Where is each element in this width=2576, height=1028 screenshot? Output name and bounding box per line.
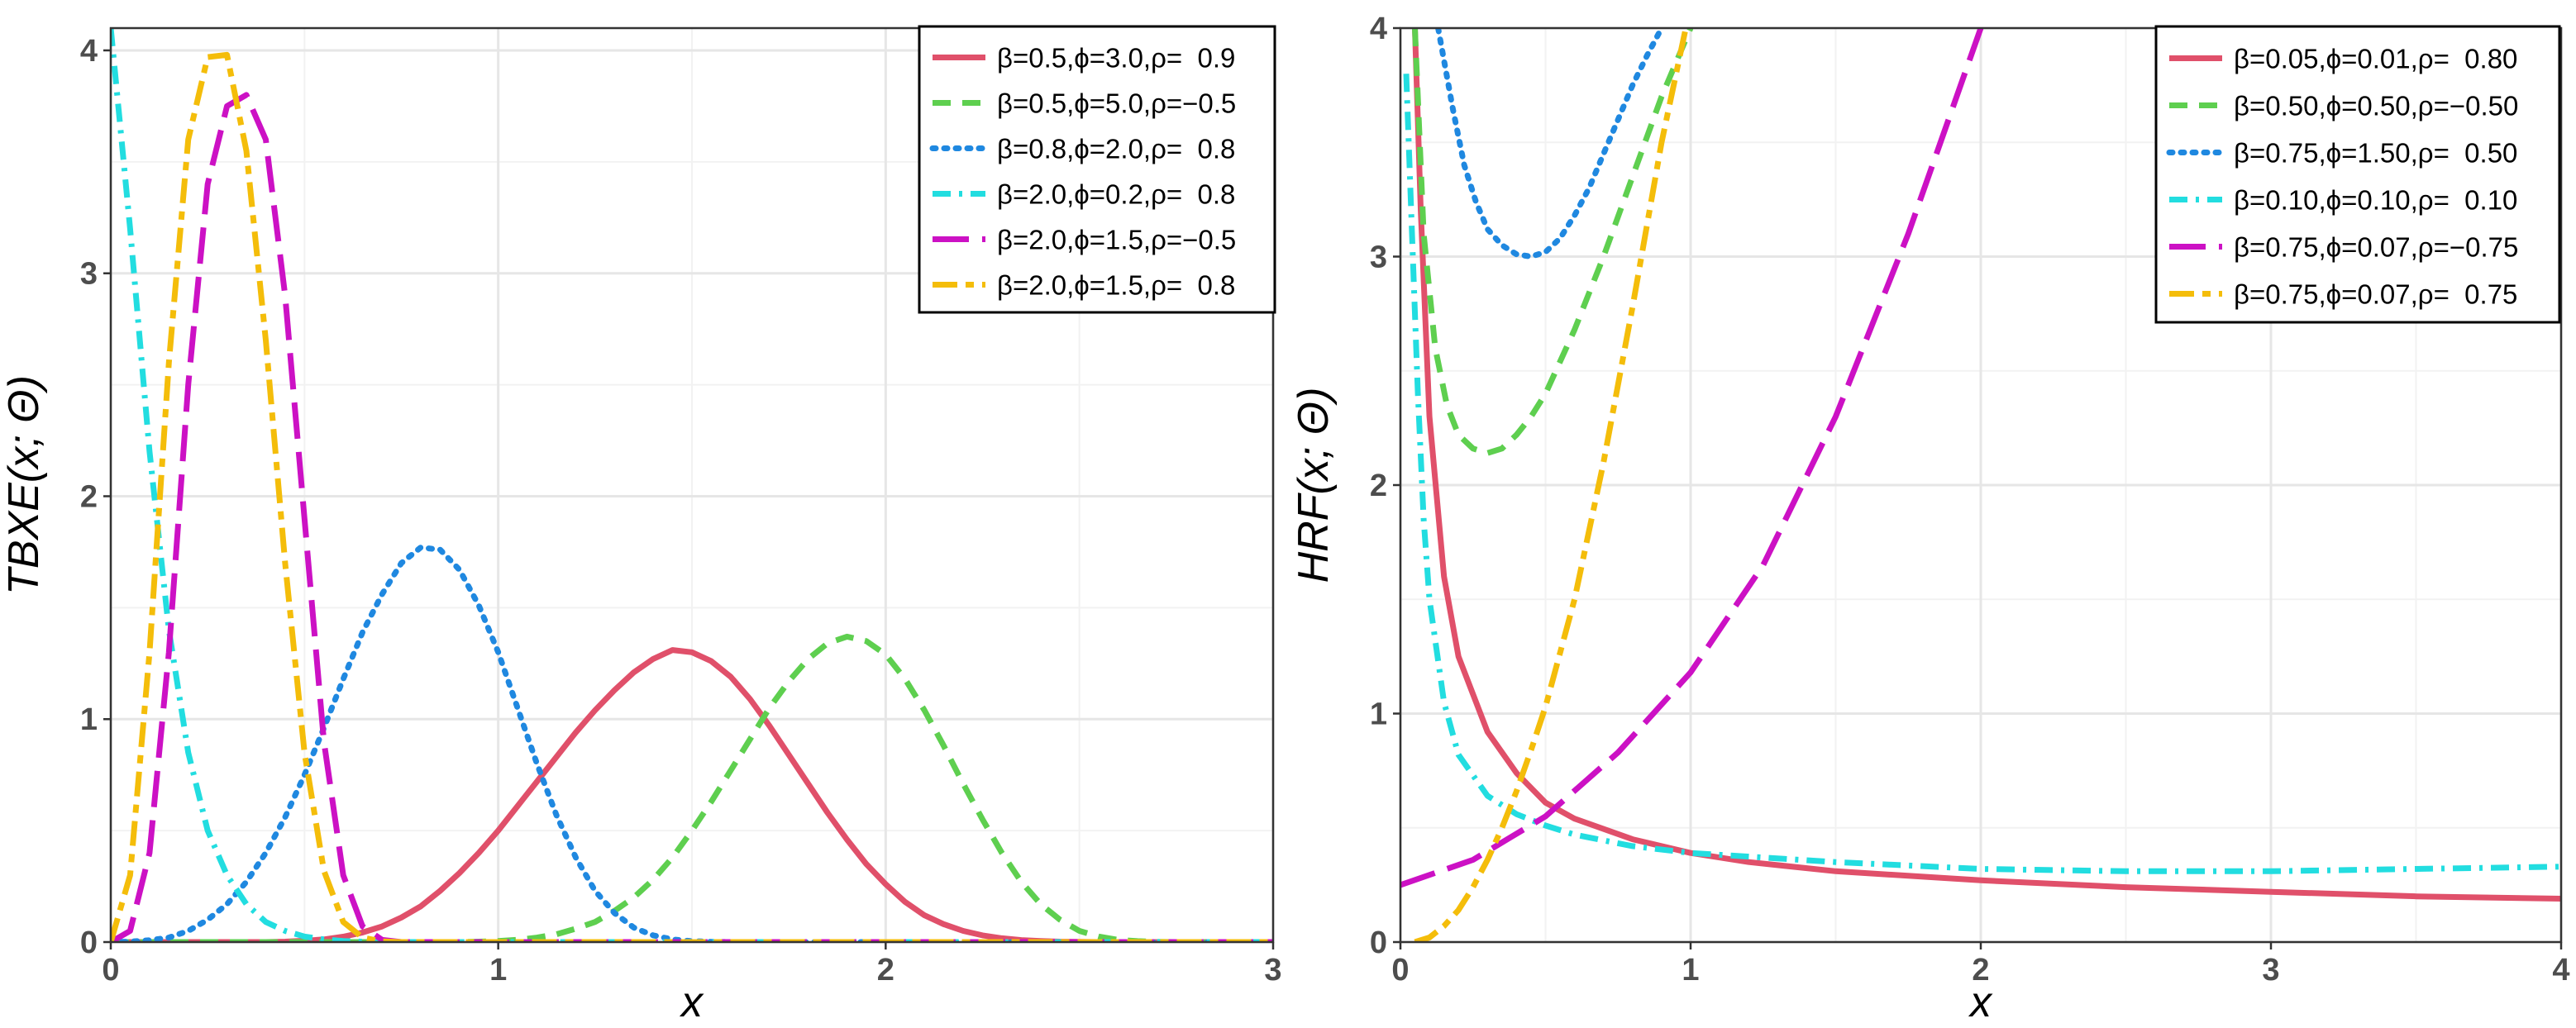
chart-0-legend-label-3: β=2.0,ϕ=0.2,ρ= 0.8 — [997, 179, 1235, 210]
chart-0-series-line-3 — [111, 28, 1273, 942]
chart-1-legend-label-0: β=0.05,ϕ=0.01,ρ= 0.80 — [2234, 44, 2517, 74]
chart-0-x-tick-label: 0 — [102, 953, 119, 988]
chart-1-legend-label-1: β=0.50,ϕ=0.50,ρ=−0.50 — [2234, 91, 2518, 121]
chart-1-x-tick-label: 2 — [1972, 953, 1989, 988]
chart-0-x-tick-label: 3 — [1264, 953, 1281, 988]
chart-0-plot-frame — [109, 26, 1275, 944]
chart-0-legend-label-1: β=0.5,ϕ=5.0,ρ=−0.5 — [997, 88, 1236, 119]
chart-0-series-line-4 — [111, 92, 1273, 942]
chart-1-x-tick-label: 0 — [1391, 953, 1409, 988]
chart-0-y-tick-label: 2 — [80, 479, 98, 514]
chart-1-legend-label-2: β=0.75,ϕ=1.50,ρ= 0.50 — [2234, 138, 2517, 169]
chart-1-series-line-5 — [1414, 28, 1689, 942]
chart-0-x-tick-label: 2 — [877, 953, 894, 988]
chart-0-y-tick-label: 3 — [80, 257, 98, 292]
chart-0-legend-box — [918, 25, 1276, 314]
chart-0-legend: β=0.5,ϕ=3.0,ρ= 0.9 β=0.5,ϕ=5.0,ρ=−0.5 β=0.… — [918, 25, 1276, 314]
chart-1-series-line-1 — [1412, 28, 1694, 456]
chart-0-x-axis-title: x — [679, 978, 704, 1026]
chart-1-x-axis-title: x — [1968, 978, 1993, 1026]
chart-1-y-axis-title: HRF(x; Θ) — [1290, 388, 1338, 583]
chart-1-series-group — [1400, 28, 2561, 942]
chart-0-y-axis-title: TBXE(x; Θ) — [0, 375, 48, 595]
chart-1-y-tick-label: 1 — [1370, 697, 1387, 732]
chart-0-legend-label-4: β=2.0,ϕ=1.5,ρ=−0.5 — [997, 225, 1236, 255]
chart-1-legend-box — [2154, 25, 2561, 324]
chart-1-x-tick-label: 1 — [1682, 953, 1699, 988]
chart-1-legend-label-4: β=0.75,ϕ=0.07,ρ=−0.75 — [2234, 232, 2518, 263]
chart-1-legend-label-5: β=0.75,ϕ=0.07,ρ= 0.75 — [2234, 279, 2517, 310]
chart-1-series-line-0 — [1412, 28, 2561, 902]
chart-0-legend-label-0: β=0.5,ϕ=3.0,ρ= 0.9 — [997, 43, 1235, 74]
chart-1-y-tick-label: 4 — [1370, 12, 1387, 46]
chart-1-legend-label-3: β=0.10,ϕ=0.10,ρ= 0.10 — [2234, 185, 2517, 216]
chart-1-series-line-4 — [1400, 28, 1984, 888]
chart-0-legend-label-2: β=0.8,ϕ=2.0,ρ= 0.8 — [997, 134, 1235, 164]
chart-1-series-line-2 — [1435, 28, 1665, 259]
chart-0-y-tick-label: 1 — [80, 702, 98, 737]
chart-1-series-line-3 — [1403, 74, 2561, 874]
chart-1-x-tick-label: 4 — [2552, 953, 2569, 988]
chart-0-series-line-1 — [111, 633, 1273, 942]
chart-1-y-tick-label: 3 — [1370, 240, 1387, 275]
chart-0-x-tick-label: 1 — [489, 953, 507, 988]
chart-1-y-tick-label: 2 — [1370, 469, 1387, 503]
chart-1-legend: β=0.05,ϕ=0.01,ρ= 0.80 β=0.50,ϕ=0.50,ρ=−0.… — [2154, 25, 2561, 324]
chart-0-y-tick-label: 4 — [80, 34, 98, 69]
chart-1-x-tick-label: 3 — [2262, 953, 2279, 988]
chart-1-y-tick-label: 0 — [1370, 926, 1387, 960]
chart-0-legend-label-5: β=2.0,ϕ=1.5,ρ= 0.8 — [997, 270, 1235, 301]
chart-panel-right: 0 1 2 3 4 0 1 2 3 4 x HRF(x; Θ) β=0.05,ϕ=0.01,ρ= 0.8… — [1290, 12, 2570, 1026]
chart-0-y-tick-label: 0 — [80, 926, 98, 960]
